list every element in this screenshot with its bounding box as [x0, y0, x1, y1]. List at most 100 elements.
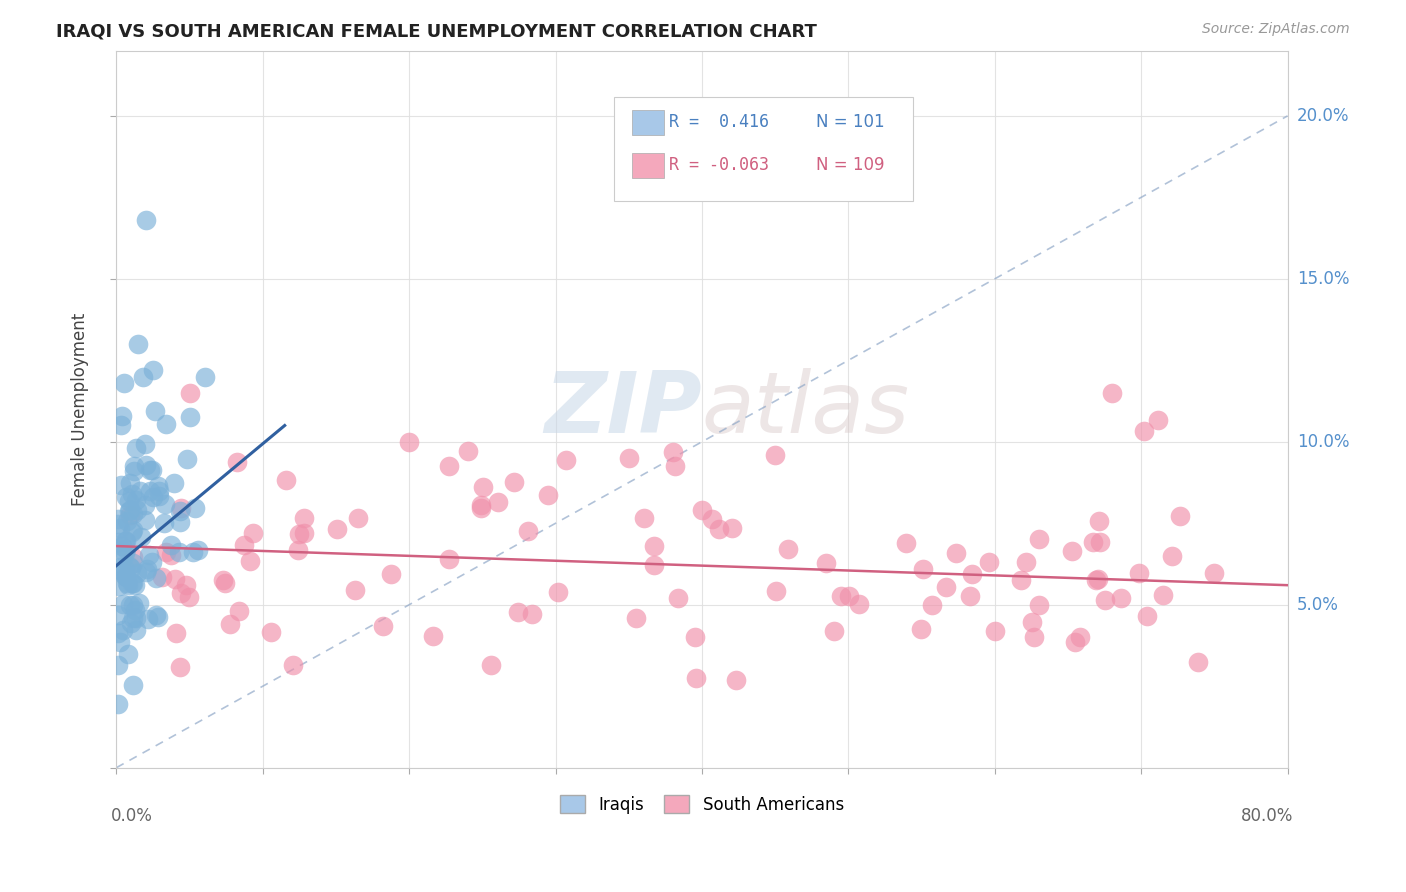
Point	[120, 598, 142, 612]
Point	[135, 565, 157, 579]
Point	[107, 658, 129, 673]
Point	[117, 514, 139, 528]
Point	[666, 591, 689, 606]
Point	[135, 213, 157, 227]
Point	[111, 539, 134, 553]
Point	[107, 697, 129, 711]
Point	[174, 578, 197, 592]
Point	[121, 678, 143, 692]
Point	[112, 597, 135, 611]
Point	[287, 542, 309, 557]
Point	[347, 511, 370, 525]
Point	[125, 503, 148, 517]
Text: 5.0%: 5.0%	[1296, 596, 1339, 614]
Point	[520, 607, 543, 621]
Point	[763, 448, 786, 462]
Point	[143, 403, 166, 417]
Point	[765, 584, 787, 599]
Point	[823, 624, 845, 638]
Point	[212, 574, 235, 588]
Point	[1136, 609, 1159, 624]
Point	[547, 584, 569, 599]
Point	[537, 488, 560, 502]
Point	[112, 376, 135, 391]
Point	[111, 409, 134, 423]
FancyBboxPatch shape	[631, 111, 665, 135]
Point	[239, 554, 262, 568]
Point	[122, 556, 145, 570]
Point	[159, 548, 181, 562]
Text: atlas: atlas	[702, 368, 910, 450]
Point	[179, 385, 201, 400]
Point	[486, 495, 509, 509]
Point	[139, 463, 162, 477]
Text: IRAQI VS SOUTH AMERICAN FEMALE UNEMPLOYMENT CORRELATION CHART: IRAQI VS SOUTH AMERICAN FEMALE UNEMPLOYM…	[56, 22, 817, 40]
Point	[960, 567, 983, 582]
Point	[132, 370, 155, 384]
Point	[554, 453, 576, 467]
Point	[661, 444, 683, 458]
Point	[122, 459, 145, 474]
FancyBboxPatch shape	[614, 97, 912, 202]
Point	[457, 443, 479, 458]
Point	[145, 570, 167, 584]
Point	[838, 589, 860, 603]
Point	[848, 597, 870, 611]
Point	[170, 585, 193, 599]
Point	[122, 464, 145, 478]
Point	[921, 599, 943, 613]
Point	[124, 577, 146, 591]
Point	[437, 458, 460, 473]
Point	[142, 490, 165, 504]
Point	[110, 418, 132, 433]
Point	[664, 458, 686, 473]
Point	[1014, 556, 1036, 570]
Point	[1028, 598, 1050, 612]
Point	[292, 510, 315, 524]
Point	[118, 508, 141, 523]
Text: N = 101: N = 101	[815, 113, 884, 131]
Point	[155, 417, 177, 431]
Point	[148, 479, 170, 493]
Point	[292, 526, 315, 541]
Point	[1147, 413, 1170, 427]
Point	[148, 609, 170, 624]
Point	[167, 545, 190, 559]
Point	[110, 565, 132, 579]
Point	[228, 604, 250, 618]
Point	[114, 569, 136, 583]
Text: 15.0%: 15.0%	[1296, 269, 1350, 288]
Point	[153, 497, 176, 511]
Point	[169, 504, 191, 518]
Point	[122, 549, 145, 564]
Point	[1161, 549, 1184, 563]
Point	[125, 492, 148, 507]
Point	[134, 498, 156, 512]
Point	[896, 536, 918, 550]
Point	[176, 451, 198, 466]
Point	[471, 480, 494, 494]
Point	[260, 625, 283, 640]
Point	[107, 512, 129, 526]
Point	[155, 544, 177, 558]
Point	[122, 598, 145, 612]
Point	[115, 491, 138, 505]
Legend: Iraqis, South Americans: Iraqis, South Americans	[554, 789, 851, 821]
Point	[977, 555, 1000, 569]
Point	[1063, 635, 1085, 649]
Point	[179, 409, 201, 424]
Point	[1069, 631, 1091, 645]
Point	[690, 503, 713, 517]
Point	[685, 672, 707, 686]
Point	[160, 538, 183, 552]
Point	[107, 625, 129, 640]
Point	[165, 626, 187, 640]
Point	[617, 451, 640, 466]
Point	[142, 363, 165, 377]
Point	[214, 575, 236, 590]
Point	[141, 555, 163, 569]
Point	[129, 530, 152, 544]
Point	[118, 504, 141, 518]
Point	[141, 463, 163, 477]
Point	[129, 484, 152, 499]
